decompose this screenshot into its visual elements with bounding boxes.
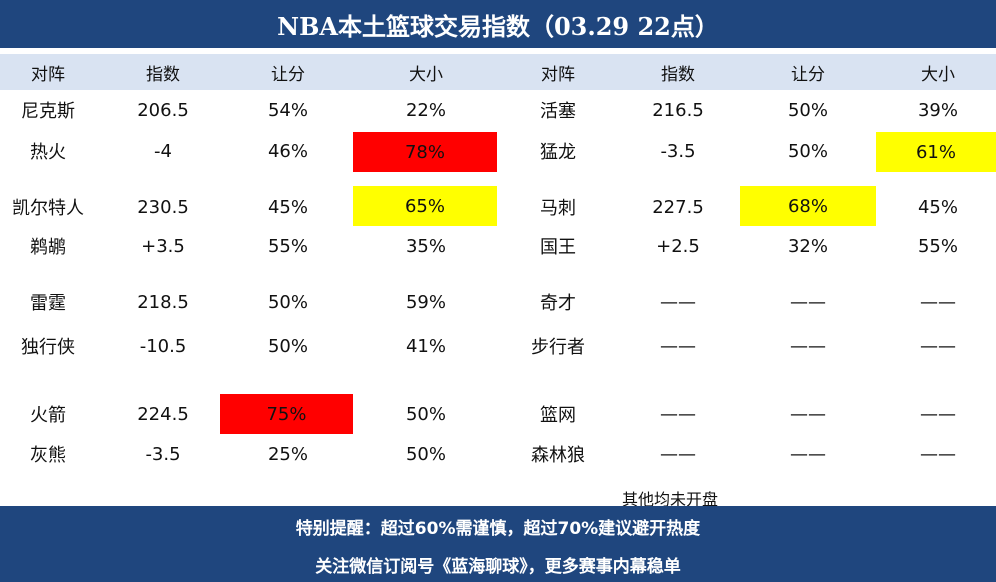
team-name-cell: 鹈鹕 [30, 237, 66, 258]
table-cell: —— [790, 291, 826, 313]
page-title: NBA本土篮球交易指数（03.29 22点） [277, 11, 719, 41]
team-name-cell: 步行者 [531, 337, 585, 358]
header-cell: 大小 [409, 64, 443, 85]
table-cell: —— [920, 335, 956, 357]
table-cell: 55% [267, 235, 308, 257]
table-cell: 75% [220, 394, 353, 434]
table-cell: —— [790, 443, 826, 465]
note-text: 其他均未开盘 [622, 490, 719, 509]
header-cell: 对阵 [31, 64, 65, 85]
team-name-cell: 国王 [540, 237, 576, 258]
table-cell: -10.5 [139, 335, 187, 357]
team-name-cell: 奇才 [540, 293, 576, 314]
page-title-bar: NBA本土篮球交易指数（03.29 22点） [0, 0, 996, 48]
footer-banner: 特别提醒：超过60%需谨慎，超过70%建议避开热度 关注微信订阅号《蓝海聊球》，… [0, 506, 996, 582]
table-cell: 68% [740, 186, 876, 226]
table-cell: 45% [917, 196, 958, 218]
team-name-cell: 活塞 [540, 101, 576, 122]
table-cell: 78% [353, 132, 497, 172]
table-cell: —— [920, 443, 956, 465]
table-cell: 224.5 [137, 403, 189, 425]
header-cell: 让分 [791, 64, 825, 85]
footer-warning: 特别提醒：超过60%需谨慎，超过70%建议避开热度 [295, 519, 701, 539]
table-cell: +3.5 [141, 235, 185, 257]
footer-subscribe: 关注微信订阅号《蓝海聊球》，更多赛事内幕稳单 [315, 557, 681, 577]
table-cell: 218.5 [137, 291, 189, 313]
table-cell: —— [660, 291, 696, 313]
table-cell: —— [920, 403, 956, 425]
table-cell: 206.5 [137, 99, 189, 121]
table-cell: 230.5 [137, 196, 189, 218]
table-cell: -3.5 [660, 140, 696, 162]
header-cell: 让分 [271, 64, 305, 85]
table-cell: —— [660, 335, 696, 357]
table-cell: -3.5 [145, 443, 181, 465]
table-cell: 50% [405, 443, 446, 465]
table-cell: 227.5 [652, 196, 704, 218]
table-cell: 50% [405, 403, 446, 425]
table-cell: 41% [405, 335, 446, 357]
table-cell: 25% [267, 443, 308, 465]
table-cell: 46% [267, 140, 308, 162]
table-header-row: 对阵 指数 让分 大小 对阵 指数 让分 大小 [0, 54, 996, 90]
header-cell: 指数 [661, 64, 695, 85]
table-cell: 45% [267, 196, 308, 218]
team-name-cell: 雷霆 [30, 293, 66, 314]
team-name-cell: 火箭 [30, 405, 66, 426]
table-cell: —— [920, 291, 956, 313]
header-cell: 对阵 [541, 64, 575, 85]
table-cell: -4 [154, 140, 172, 162]
table-cell: 59% [405, 291, 446, 313]
team-name-cell: 独行侠 [21, 337, 75, 358]
team-name-cell: 马刺 [540, 198, 576, 219]
team-name-cell: 森林狼 [531, 445, 585, 466]
table-cell: 54% [267, 99, 308, 121]
table-cell: —— [660, 443, 696, 465]
table-cell: +2.5 [656, 235, 700, 257]
table-cell: 65% [353, 186, 497, 226]
table-cell: —— [790, 335, 826, 357]
team-name-cell: 尼克斯 [21, 101, 75, 122]
table-cell: 39% [917, 99, 958, 121]
team-name-cell: 热火 [30, 142, 66, 163]
table-cell: 216.5 [652, 99, 704, 121]
table-cell: 50% [787, 99, 828, 121]
table-cell: 35% [405, 235, 446, 257]
team-name-cell: 灰熊 [30, 445, 66, 466]
header-cell: 指数 [146, 64, 180, 85]
team-name-cell: 猛龙 [540, 142, 576, 163]
header-cell: 大小 [921, 64, 955, 85]
table-cell: 22% [405, 99, 446, 121]
team-name-cell: 篮网 [540, 405, 576, 426]
table-cell: 50% [267, 335, 308, 357]
table-cell: 32% [787, 235, 828, 257]
table-cell: 50% [267, 291, 308, 313]
table-cell: —— [660, 403, 696, 425]
table-cell: 50% [787, 140, 828, 162]
table-cell: —— [790, 403, 826, 425]
table-cell: 55% [917, 235, 958, 257]
team-name-cell: 凯尔特人 [12, 198, 84, 219]
table-cell: 61% [876, 132, 996, 172]
